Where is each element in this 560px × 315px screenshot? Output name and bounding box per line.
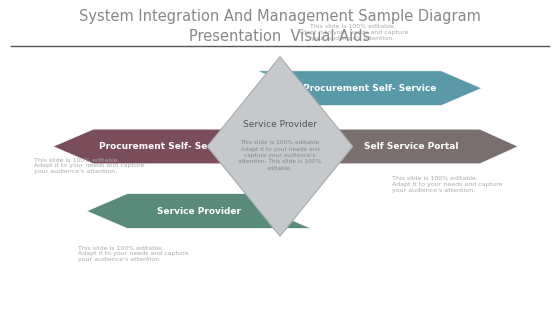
Text: This slide is 100% editable.
Adapt it to your needs and capture
your audience's : This slide is 100% editable. Adapt it to… bbox=[392, 176, 502, 193]
Text: Service Provider: Service Provider bbox=[243, 120, 317, 129]
Polygon shape bbox=[305, 129, 518, 164]
Text: Procurement Self- Service: Procurement Self- Service bbox=[99, 142, 232, 151]
Polygon shape bbox=[87, 194, 311, 228]
Text: Service Provider: Service Provider bbox=[157, 207, 241, 215]
Text: Procurement Self- Service: Procurement Self- Service bbox=[303, 84, 436, 93]
Text: System Integration And Management Sample Diagram
Presentation  Visual Aids: System Integration And Management Sample… bbox=[79, 9, 481, 44]
Text: This slide is 100% editable.
Adapt it to your needs and capture
your audience's : This slide is 100% editable. Adapt it to… bbox=[297, 24, 408, 41]
Text: This slide is 100% editable.
Adapt it to your needs and capture
your audience's : This slide is 100% editable. Adapt it to… bbox=[34, 158, 144, 174]
Text: This slide is 100% editable.
Adapt it to your needs and capture
your audience's : This slide is 100% editable. Adapt it to… bbox=[78, 246, 189, 262]
Text: Self Service Portal: Self Service Portal bbox=[365, 142, 459, 151]
Polygon shape bbox=[53, 129, 277, 164]
Text: This slide is 100% editable.
Adapt it to your needs and
capture your audience's
: This slide is 100% editable. Adapt it to… bbox=[239, 140, 321, 171]
Polygon shape bbox=[258, 71, 482, 106]
Polygon shape bbox=[207, 57, 353, 236]
